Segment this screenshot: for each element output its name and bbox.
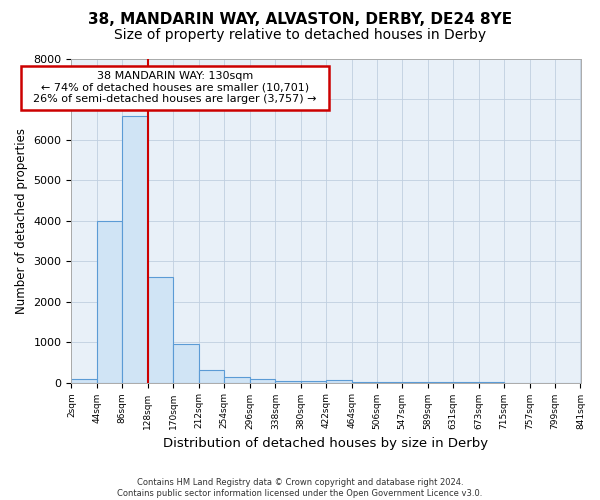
- Text: 38, MANDARIN WAY, ALVASTON, DERBY, DE24 8YE: 38, MANDARIN WAY, ALVASTON, DERBY, DE24 …: [88, 12, 512, 28]
- Bar: [71, 380, 97, 382]
- Bar: [173, 344, 199, 383]
- Text: 38 MANDARIN WAY: 130sqm  
  ← 74% of detached houses are smaller (10,701)  
  26: 38 MANDARIN WAY: 130sqm ← 74% of detache…: [26, 71, 324, 104]
- Bar: [97, 221, 122, 382]
- Bar: [122, 116, 148, 382]
- Bar: [224, 378, 250, 382]
- Bar: [275, 380, 301, 382]
- Bar: [148, 278, 173, 382]
- X-axis label: Distribution of detached houses by size in Derby: Distribution of detached houses by size …: [163, 437, 488, 450]
- Text: Contains HM Land Registry data © Crown copyright and database right 2024.
Contai: Contains HM Land Registry data © Crown c…: [118, 478, 482, 498]
- Y-axis label: Number of detached properties: Number of detached properties: [15, 128, 28, 314]
- Bar: [199, 370, 224, 382]
- Bar: [326, 380, 352, 382]
- Bar: [250, 380, 275, 382]
- Text: Size of property relative to detached houses in Derby: Size of property relative to detached ho…: [114, 28, 486, 42]
